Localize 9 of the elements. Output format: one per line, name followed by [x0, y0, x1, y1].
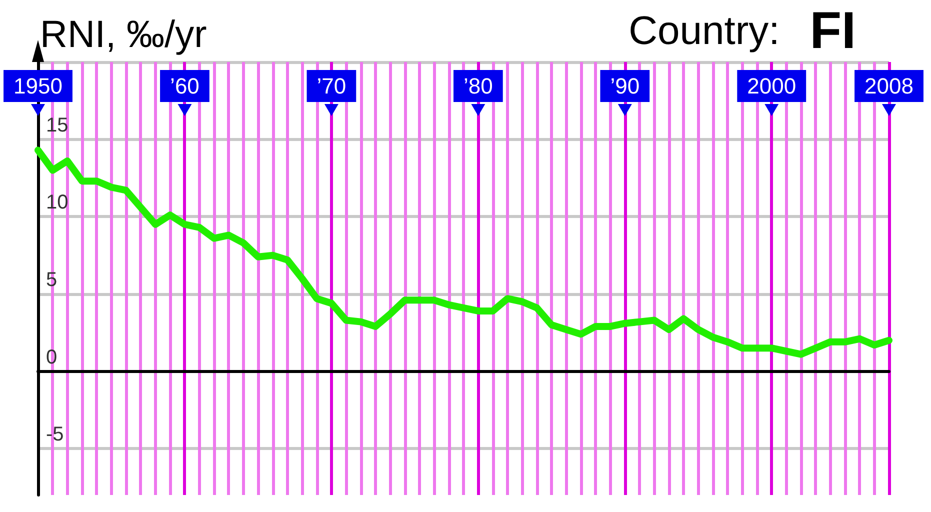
- x-tick-label: ’90: [610, 74, 640, 98]
- chart-title: Country: FI: [628, 2, 856, 60]
- x-tick-label: ’80: [463, 74, 493, 98]
- x-tick-label: 1950: [14, 74, 62, 98]
- x-tick-label: ’70: [316, 74, 346, 98]
- x-tick-label: 2008: [864, 74, 914, 98]
- x-tick-label: ’60: [170, 74, 200, 98]
- y-axis-title: RNI, ‰/yr: [40, 14, 208, 56]
- x-tick-label: 2000: [747, 74, 796, 98]
